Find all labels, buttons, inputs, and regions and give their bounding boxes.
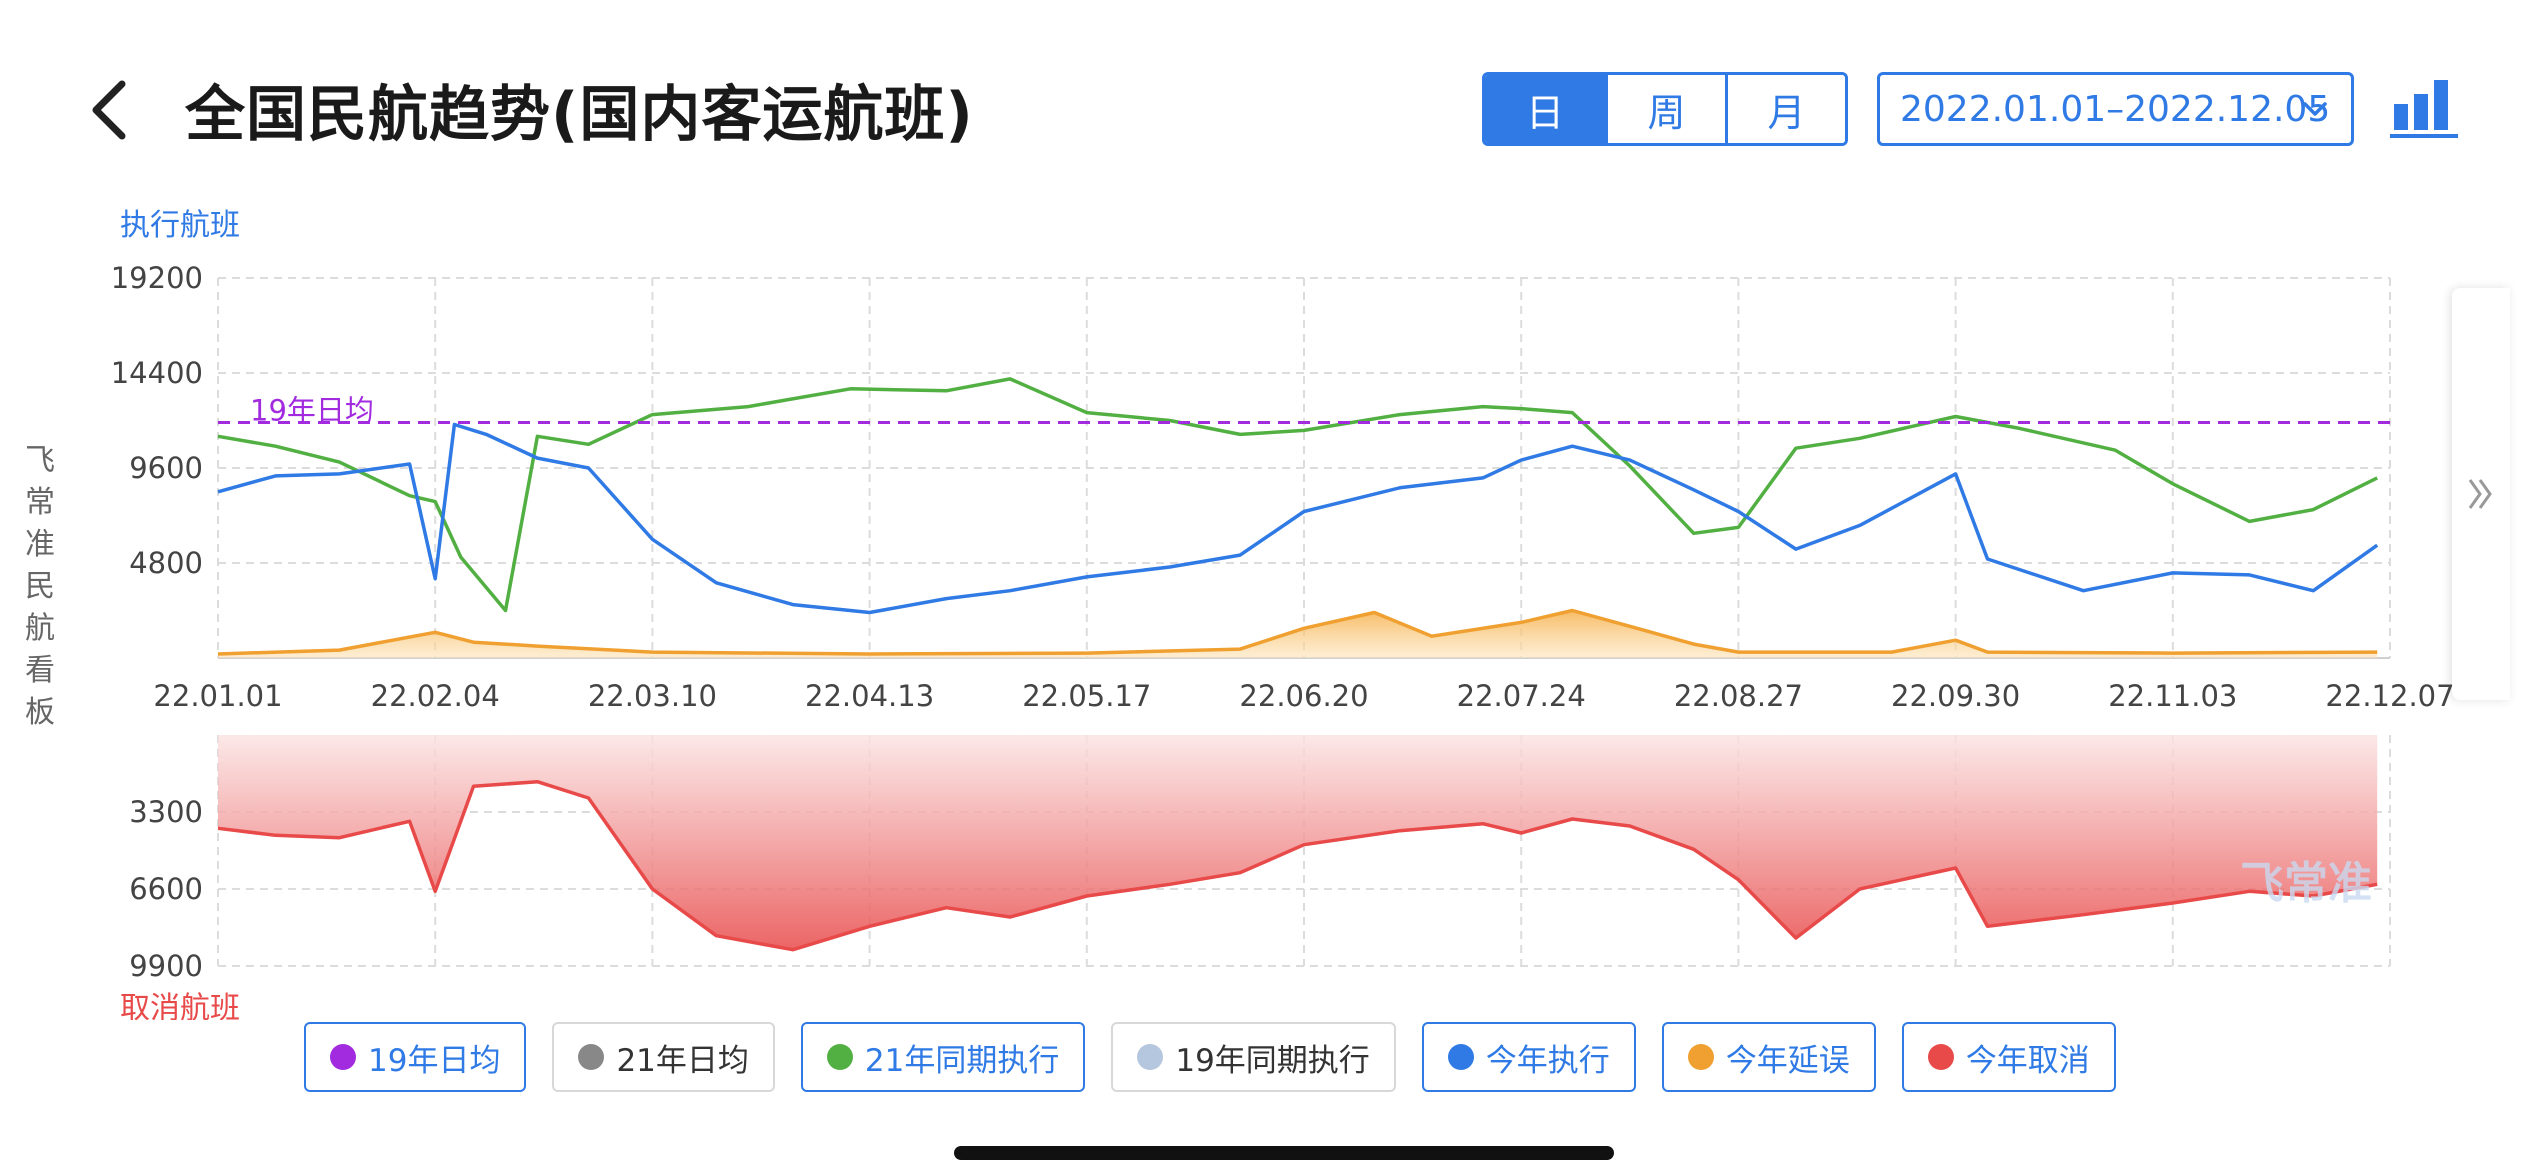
series-line-delay — [217, 608, 2378, 656]
series-line-cancelled — [217, 779, 2378, 952]
legend-swatch — [330, 1044, 356, 1070]
x-tick-label: 22.11.03 — [2108, 679, 2237, 713]
x-tick-label: 22.12.07 — [2325, 679, 2454, 713]
x-tick-label: 22.04.13 — [805, 679, 934, 713]
brand-side-label: 飞常准民航看板 — [25, 443, 55, 730]
legend-swatch — [826, 1044, 853, 1070]
x-tick-label: 22.08.27 — [1674, 679, 1803, 713]
legend-swatch — [1927, 1044, 1954, 1070]
bar-chart-icon — [2390, 80, 2458, 138]
y-tick-label: 3300 — [129, 795, 203, 829]
legend-item[interactable]: 今年延误 — [1661, 1022, 1876, 1092]
date-range-select[interactable]: 2022.01.01–2022.12.05 — [1877, 72, 2354, 146]
series-line-this-year-executed — [217, 422, 2379, 615]
granularity-week-button[interactable]: 周 — [1605, 75, 1725, 143]
y-tick-label: 6600 — [129, 872, 203, 906]
y-tick-label: 9600 — [129, 451, 203, 485]
double-chevron-right-icon — [2468, 479, 2492, 509]
legend-item[interactable]: 19年同期执行 — [1111, 1022, 1396, 1092]
x-tick-label: 22.07.24 — [1457, 679, 1586, 713]
legend-label: 21年同期执行 — [864, 1042, 1060, 1079]
series-area-cancelled — [218, 735, 2378, 950]
x-tick-label: 22.01.01 — [153, 679, 282, 713]
back-button[interactable] — [82, 70, 142, 150]
granularity-day-button[interactable]: 日 — [1485, 75, 1605, 143]
legend-label: 今年延误 — [1725, 1042, 1850, 1079]
y-tick-label: 4800 — [129, 546, 203, 580]
series-area-delay — [218, 610, 2378, 658]
x-tick-label: 22.05.17 — [1022, 679, 1151, 713]
home-indicator — [954, 1146, 1614, 1160]
series-line-2021-same-period — [217, 377, 2378, 613]
legend-item[interactable]: 21年同期执行 — [800, 1022, 1086, 1092]
flight-trend-chart: 执行航班 取消航班 22.01.01 22.02.04 22.03.10 22.04.… — [111, 208, 2455, 1020]
legend-item[interactable]: 今年取消 — [1901, 1022, 2116, 1092]
x-tick-label: 22.02.04 — [371, 679, 500, 713]
legend-swatch — [1687, 1044, 1714, 1070]
date-range-value: 2022.01.01–2022.12.05 — [1900, 88, 2331, 130]
legend-swatch — [1447, 1044, 1474, 1070]
reference-line-label: 19年日均 — [250, 393, 374, 427]
legend-label: 今年取消 — [1965, 1042, 2090, 1079]
legend-item[interactable]: 21年日均 — [552, 1022, 775, 1092]
legend-label: 19年同期执行 — [1175, 1042, 1370, 1079]
x-tick-label: 22.06.20 — [1239, 679, 1368, 713]
y-tick-label: 14400 — [111, 356, 203, 390]
legend-swatch — [578, 1044, 605, 1070]
legend-label: 今年执行 — [1485, 1042, 1610, 1079]
chevron-down-icon — [2303, 102, 2327, 116]
legend-item[interactable]: 19年日均 — [304, 1022, 527, 1092]
legend-item[interactable]: 今年执行 — [1421, 1022, 1636, 1092]
x-tick-label: 22.09.30 — [1891, 679, 2020, 713]
legend-swatch — [1137, 1044, 1164, 1070]
cancelled-flights-axis-label: 取消航班 — [120, 991, 240, 1020]
granularity-month-button[interactable]: 月 — [1725, 75, 1845, 143]
granularity-segmented-control: 日 周 月 — [1482, 72, 1848, 146]
page-title: 全国民航趋势(国内客运航班) — [185, 80, 974, 150]
y-tick-label: 9900 — [129, 949, 203, 983]
legend-label: 21年日均 — [616, 1042, 749, 1079]
expand-panel-tab[interactable] — [2452, 288, 2510, 700]
watermark-text: 飞常准 — [2240, 858, 2372, 909]
chart-legend: 19年日均 21年日均 21年同期执行 19年同期执行 今年执行 今年延误 今年取消 — [304, 1022, 2116, 1092]
x-tick-label: 22.03.10 — [588, 679, 717, 713]
executed-flights-axis-label: 执行航班 — [120, 208, 240, 243]
y-tick-label: 19200 — [111, 261, 203, 295]
chart-type-toggle[interactable] — [2390, 74, 2460, 140]
back-arrow-icon — [92, 80, 126, 140]
legend-label: 19年日均 — [368, 1042, 501, 1079]
